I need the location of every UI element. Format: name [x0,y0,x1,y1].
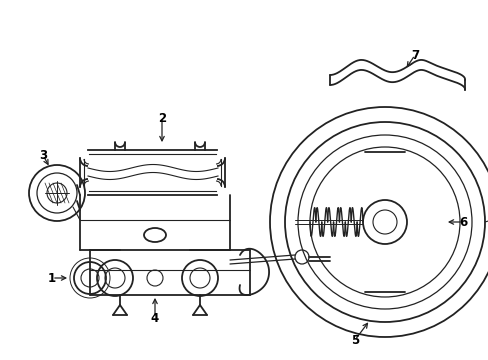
Text: 7: 7 [410,49,418,62]
Text: 6: 6 [458,216,466,229]
Text: 5: 5 [350,333,358,346]
Text: 2: 2 [158,112,166,125]
Text: 1: 1 [48,271,56,284]
Text: 3: 3 [39,149,47,162]
Text: 4: 4 [151,311,159,324]
